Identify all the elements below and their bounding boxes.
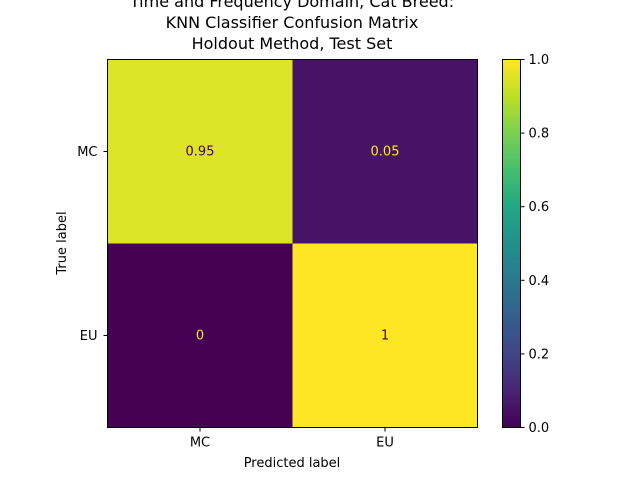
matrix-cell-0-1 [292,59,478,244]
y-axis-ticks: MC EU [77,145,108,344]
title-line-1: Time and Frequency Domain, Cat Breed: [129,0,454,11]
matrix-cells [107,59,478,428]
y-axis-label: True label [55,211,70,275]
matrix-cell-1-1 [292,243,478,428]
axes-frame [107,59,478,428]
x-tick-label: MC [190,436,210,451]
colorbar-tick-label: 0.6 [529,200,550,215]
chart-title: Time and Frequency Domain, Cat Breed: KN… [129,0,454,53]
matrix-cell-labels: 0.95 0.05 0 1 [186,145,400,344]
colorbar [502,59,521,428]
x-axis-ticks: MC EU [190,427,394,451]
colorbar-tick-label: 0.8 [529,127,550,142]
cell-value-label-1-1: 1 [381,329,389,344]
colorbar-ticks: 0.0 0.2 0.4 0.6 0.8 1.0 [520,53,550,436]
colorbar-tick-label: 0.2 [529,347,550,362]
cell-value-label-0-1: 0.05 [371,145,400,160]
y-tick-label: EU [80,329,98,344]
colorbar-tick-label: 1.0 [529,53,550,68]
title-line-3: Holdout Method, Test Set [192,34,393,53]
x-axis-label: Predicted label [244,456,341,471]
y-tick-label: MC [77,145,97,160]
cell-value-label-1-0: 0 [196,329,204,344]
cell-value-label-0-0: 0.95 [186,145,215,160]
colorbar-tick-label: 0.0 [529,421,550,436]
x-tick-label: EU [376,436,394,451]
matrix-cell-1-0 [107,243,293,428]
matrix-cell-0-0 [107,59,293,244]
title-line-2: KNN Classifier Confusion Matrix [166,13,419,32]
colorbar-tick-label: 0.4 [529,274,550,289]
